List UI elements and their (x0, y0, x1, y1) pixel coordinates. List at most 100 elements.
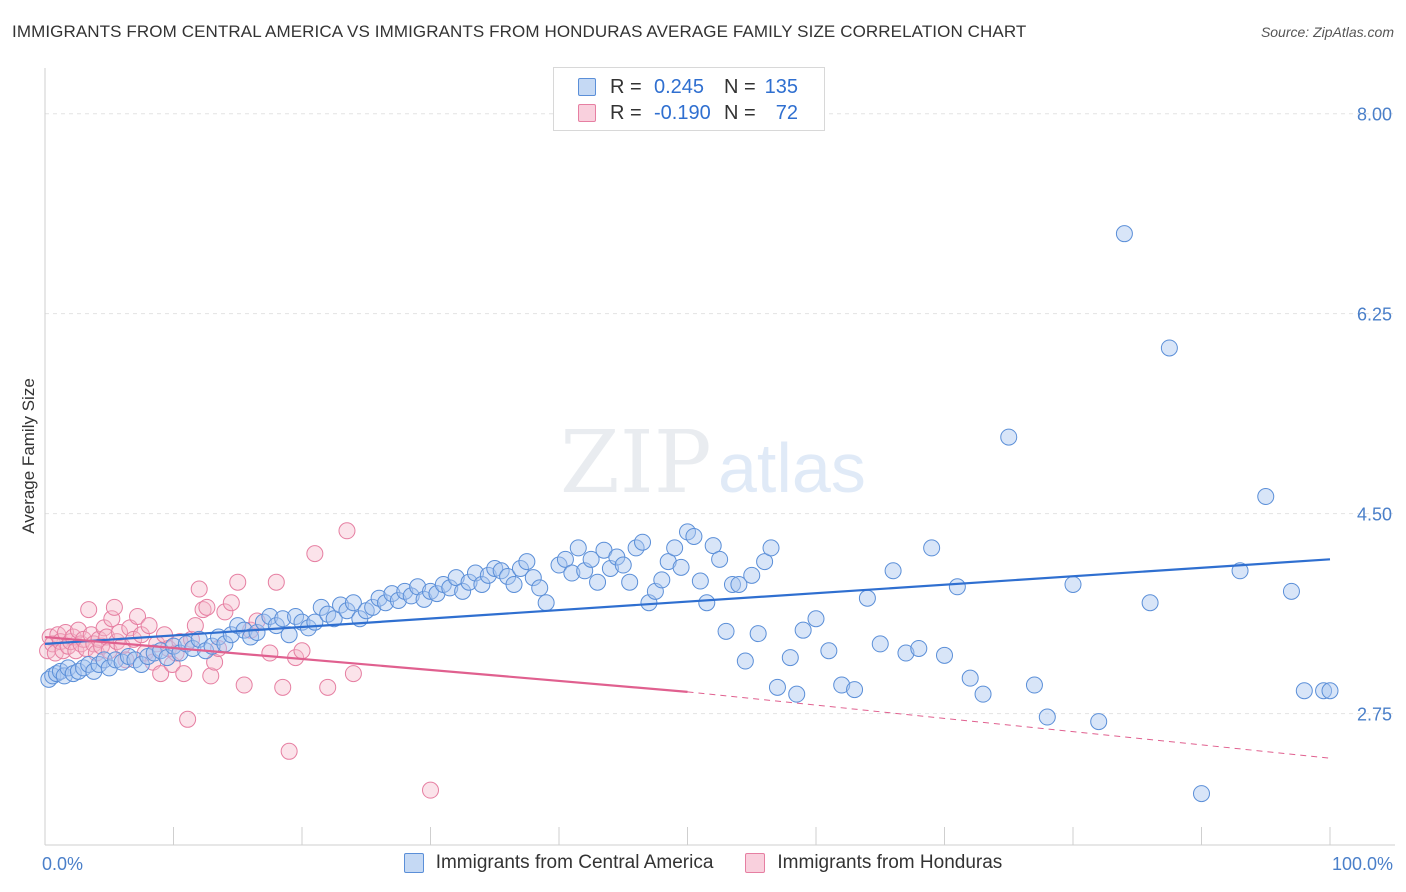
central-america-point (974, 685, 992, 703)
legend-swatch-pink (578, 104, 596, 122)
honduras-point (179, 710, 197, 728)
central-america-point (833, 676, 851, 694)
central-america-point (428, 585, 446, 603)
central-america-point (582, 550, 600, 568)
legend-n-label: N = (724, 101, 756, 124)
central-america-point (1295, 682, 1313, 700)
stats-legend: R = 0.245 N = 135 R = -0.190 N = 72 (553, 67, 825, 131)
central-america-point (550, 556, 568, 574)
central-america-point (1115, 225, 1133, 243)
axes (44, 68, 1395, 846)
central-america-point (569, 539, 587, 557)
central-america-point (447, 569, 465, 587)
central-america-point (614, 556, 632, 574)
honduras-trend-line (44, 635, 688, 693)
central-america-point (589, 573, 607, 591)
x-ticks (44, 827, 1331, 845)
honduras-point (222, 594, 240, 612)
y-tick-label: 6.25 (1357, 305, 1392, 325)
watermark-zip: ZIP (560, 413, 712, 513)
central-america-point (897, 644, 915, 662)
central-america-point (756, 553, 774, 571)
central-america-point (781, 649, 799, 667)
central-america-point (1090, 713, 1108, 731)
legend-n-value: 72 (775, 101, 798, 124)
central-america-point (261, 607, 279, 625)
central-america-point (364, 598, 382, 616)
x-tick-labels: 0.0% 100.0% (42, 854, 1393, 874)
central-america-point (441, 579, 459, 597)
central-america-point (807, 610, 825, 628)
honduras-point (280, 742, 298, 760)
honduras-point (80, 601, 98, 619)
honduras-point (293, 642, 311, 660)
central-america-point (736, 652, 754, 670)
central-america-point (80, 655, 98, 673)
legend-r-label: R = (610, 101, 642, 124)
central-america-point (923, 539, 941, 557)
central-america-point (666, 539, 684, 557)
central-america-point (1193, 785, 1210, 803)
central-america-point (659, 553, 677, 571)
central-america-point (1141, 594, 1159, 612)
central-america-point (1282, 582, 1300, 600)
x-tick-label: 0.0% (42, 854, 83, 874)
central-america-point (936, 646, 953, 664)
legend-n-label: N = (724, 75, 756, 98)
central-america-point (788, 685, 806, 703)
series-legend: Immigrants from Central America Immigran… (0, 852, 1406, 874)
central-america-point (90, 655, 108, 673)
y-tick-labels: 2.75 4.50 6.25 8.00 (1357, 105, 1392, 725)
central-america-point (846, 681, 864, 699)
central-america-point (486, 559, 504, 577)
central-america-point (884, 562, 902, 580)
central-america-point (287, 607, 305, 625)
central-america-point (1231, 562, 1249, 580)
watermark-atlas: atlas (718, 429, 866, 507)
series-label: Immigrants from Central America (435, 852, 714, 873)
central-america-point (113, 653, 131, 671)
central-america-point (1257, 487, 1275, 505)
y-tick-label: 8.00 (1357, 105, 1392, 125)
honduras-point (140, 617, 158, 635)
central-america-point (672, 558, 690, 576)
honduras-point (111, 623, 129, 641)
central-america-point (248, 623, 266, 641)
central-america-trend-line (44, 558, 1331, 645)
central-america-point (711, 550, 729, 568)
central-america-point (743, 566, 761, 584)
x-tick-label: 100.0% (1332, 854, 1393, 874)
central-america-point (556, 550, 574, 568)
central-america-point (531, 579, 549, 597)
central-america-point (518, 553, 536, 571)
central-america-point (1038, 708, 1056, 726)
honduras-point (229, 573, 247, 591)
legend-swatch-blue (578, 78, 596, 96)
watermark: ZIP atlas (560, 413, 866, 513)
central-america-point (948, 578, 966, 596)
central-america-point (704, 537, 722, 555)
central-america-point (377, 594, 395, 612)
central-america-point (1025, 676, 1043, 694)
honduras-point (261, 644, 279, 662)
central-america-point (749, 625, 767, 643)
legend-r-value: -0.190 (654, 101, 711, 124)
central-america-point (524, 569, 542, 587)
central-america-point (389, 591, 407, 609)
central-america-point (344, 594, 362, 612)
legend-row-central-america: R = 0.245 N = 135 (578, 74, 798, 100)
central-america-point (1000, 428, 1018, 446)
central-america-point (479, 566, 497, 584)
central-america-point (858, 589, 876, 607)
central-america-point (537, 594, 555, 612)
central-america-point (107, 651, 125, 669)
legend-r-value: 0.245 (654, 75, 705, 98)
central-america-point (627, 539, 645, 557)
central-america-point (685, 527, 703, 545)
honduras-point (105, 598, 123, 616)
chart-title: IMMIGRANTS FROM CENTRAL AMERICA VS IMMIG… (12, 22, 1027, 41)
central-america-point (961, 669, 979, 687)
honduras-point (152, 665, 170, 683)
central-america-point (698, 594, 716, 612)
